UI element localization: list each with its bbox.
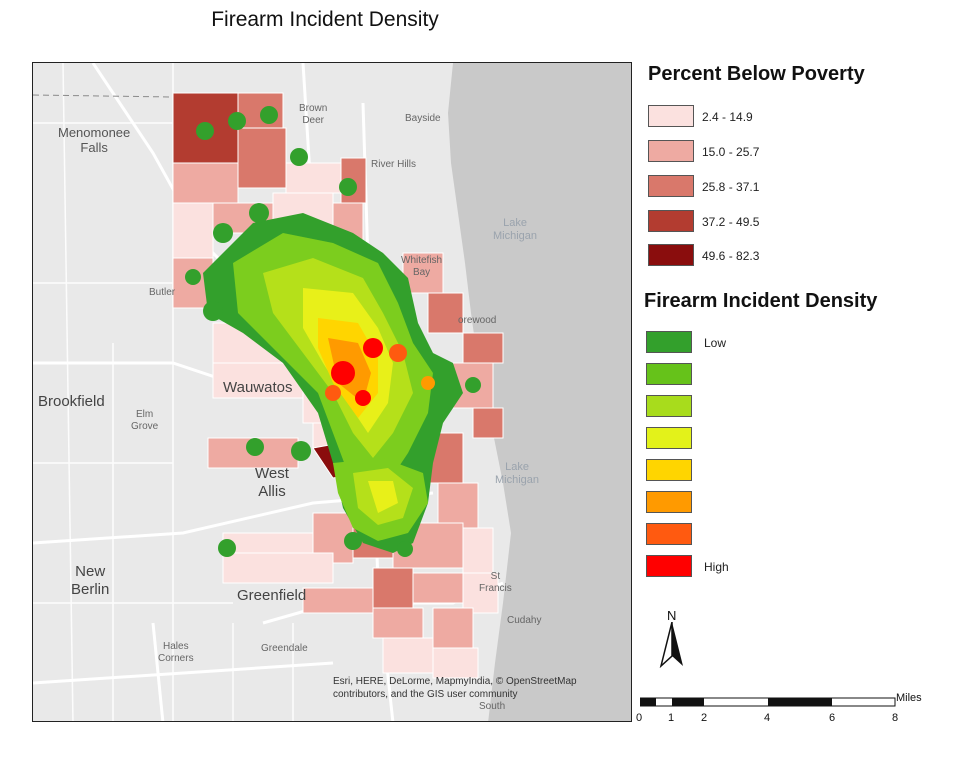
poverty-class-label: 49.6 - 82.3	[702, 249, 760, 263]
place-label-lake-michigan-south: Lake Michigan	[495, 461, 540, 486]
tract	[462, 332, 504, 364]
density-swatch	[646, 331, 692, 353]
density-swatch	[646, 555, 692, 577]
tract	[462, 527, 494, 574]
poverty-class-label: 25.8 - 37.1	[702, 180, 760, 194]
place-label-greendale: Greendale	[261, 643, 308, 654]
poverty-swatch	[648, 105, 694, 127]
poverty-swatch	[648, 175, 694, 197]
place-label-wauwatosa: Wauwatos	[223, 379, 293, 396]
place-label-st-francis: St Francis	[479, 571, 512, 594]
place-label-west-allis: West Allis	[255, 465, 289, 500]
place-label-lake-michigan-north: Lake Michigan	[493, 217, 538, 242]
tract	[372, 607, 424, 639]
density-swatch	[646, 363, 692, 385]
map-frame[interactable]: Menomonee Falls Brown Deer Bayside River H…	[32, 62, 632, 722]
place-label-hales-corners: Hales Corners	[158, 641, 194, 664]
lake-michigan-water	[448, 63, 631, 721]
tract	[172, 162, 239, 204]
poverty-class-label: 15.0 - 25.7	[702, 145, 760, 159]
poverty-class-label: 2.4 - 14.9	[702, 110, 753, 124]
tract	[412, 572, 464, 604]
place-label-cudahy: Cudahy	[507, 615, 542, 626]
scale-unit: Miles	[896, 692, 922, 704]
incident-density-surface	[185, 106, 481, 557]
scale-tick-label: 6	[829, 712, 836, 724]
place-label-shorewood: orewood	[458, 315, 497, 326]
place-label-brookfield: Brookfield	[38, 393, 105, 410]
tract	[172, 202, 214, 259]
place-label-bayside: Bayside	[405, 113, 441, 124]
poverty-class-label: 37.2 - 49.5	[702, 215, 760, 229]
tract	[427, 292, 464, 334]
density-swatch	[646, 395, 692, 417]
density-swatch	[646, 427, 692, 449]
streets	[33, 63, 294, 721]
tract	[302, 587, 374, 614]
poverty-swatch	[648, 140, 694, 162]
scale-tick-label: 0	[636, 712, 643, 724]
map-attribution: Esri, HERE, DeLorme, MapmyIndia, © OpenS…	[333, 676, 577, 700]
scale-tick-label: 1	[668, 712, 675, 724]
density-swatch	[646, 459, 692, 481]
place-label-butler: Butler	[149, 287, 176, 298]
tract	[432, 607, 474, 649]
scale-tick-label: 2	[701, 712, 708, 724]
scale-bar	[640, 697, 896, 707]
tract	[372, 567, 414, 609]
tract	[285, 162, 342, 194]
map-title: Firearm Incident Density	[211, 8, 439, 31]
place-label-elm-grove: Elm Grove	[131, 409, 159, 432]
tract	[237, 127, 287, 189]
tract	[222, 552, 334, 584]
density-class-label: Low	[704, 336, 727, 350]
poverty-swatch	[648, 244, 694, 266]
place-label-menomonee-falls: Menomonee Falls	[58, 125, 131, 155]
poverty-swatch	[648, 210, 694, 232]
density-class-label: High	[704, 560, 729, 574]
tract	[382, 637, 434, 674]
place-label-south: South	[479, 701, 506, 712]
tract	[432, 647, 479, 679]
place-label-river-hills: River Hills	[371, 159, 416, 170]
tract	[462, 572, 499, 614]
basemap	[33, 63, 631, 721]
place-label-greenfield: Greenfield	[237, 587, 307, 604]
density-swatch	[646, 523, 692, 545]
scale-tick-label: 8	[892, 712, 899, 724]
north-arrow-icon: N	[657, 608, 687, 668]
density-legend-title: Firearm Incident Density	[644, 290, 878, 312]
place-label-brown-deer: Brown Deer	[299, 103, 328, 126]
county-line	[33, 94, 174, 98]
tract	[472, 407, 504, 439]
poverty-legend-title: Percent Below Poverty	[648, 63, 865, 85]
place-label-whitefish-bay: Whitefish Bay	[401, 255, 443, 278]
tract	[437, 482, 479, 529]
place-label-new-berlin: New Berlin	[71, 563, 110, 598]
north-label: N	[667, 608, 677, 623]
density-swatch	[646, 491, 692, 513]
scale-tick-label: 4	[764, 712, 771, 724]
